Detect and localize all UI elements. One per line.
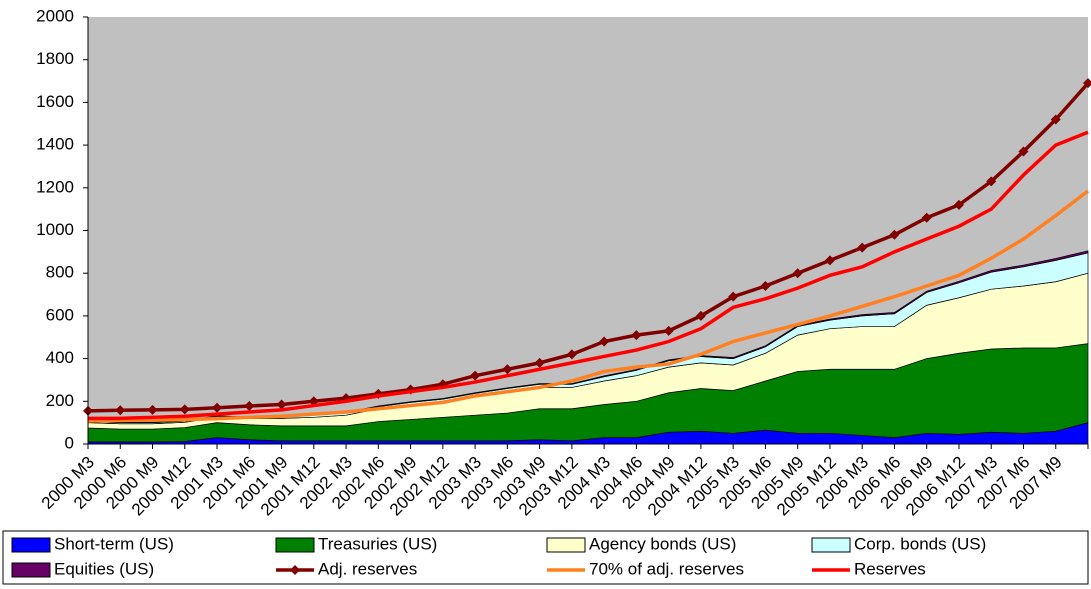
legend-label: Adj. reserves	[318, 559, 417, 578]
marker	[631, 330, 642, 341]
legend-label: Reserves	[854, 559, 926, 578]
marker	[953, 199, 964, 210]
marker	[470, 370, 481, 381]
marker	[824, 255, 835, 266]
marker	[599, 336, 610, 347]
marker	[212, 402, 223, 413]
y-tick-label: 1600	[36, 92, 74, 111]
marker	[534, 357, 545, 368]
y-tick-label: 400	[46, 348, 74, 367]
legend-label: Short-term (US)	[54, 534, 174, 553]
marker	[889, 229, 900, 240]
y-tick-label: 2000	[36, 6, 74, 25]
legend-label: Corp. bonds (US)	[854, 534, 986, 553]
legend-swatch	[811, 537, 851, 553]
line	[87, 189, 1090, 423]
marker	[792, 268, 803, 279]
marker	[986, 176, 997, 187]
line	[87, 82, 1090, 413]
legend-swatch	[11, 537, 51, 553]
marker	[728, 291, 739, 302]
marker	[502, 364, 513, 375]
legend-label: Equities (US)	[54, 559, 154, 578]
marker	[663, 325, 674, 336]
legend	[2, 530, 1089, 585]
marker	[179, 404, 190, 415]
marker	[695, 310, 706, 321]
marker	[921, 212, 932, 223]
y-tick-label: 200	[46, 391, 74, 410]
legend-swatch	[11, 562, 51, 578]
legend-swatch	[275, 537, 315, 553]
marker	[1018, 146, 1029, 157]
y-tick-label: 600	[46, 305, 74, 324]
marker	[244, 400, 255, 411]
y-tick-label: 800	[46, 263, 74, 282]
y-tick-label: 1800	[36, 49, 74, 68]
marker	[276, 399, 287, 410]
legend-label: Treasuries (US)	[318, 534, 437, 553]
marker	[1083, 78, 1091, 89]
legend-marker	[290, 565, 300, 575]
area	[87, 250, 1089, 423]
marker	[760, 281, 771, 292]
marker	[147, 404, 158, 415]
legend-label: Agency bonds (US)	[589, 534, 736, 553]
y-tick-label: 1400	[36, 135, 74, 154]
legend-swatch	[546, 537, 586, 553]
line	[88, 130, 1089, 421]
legend-label: 70% of adj. reserves	[589, 559, 744, 578]
marker	[566, 349, 577, 360]
y-tick-label: 1200	[36, 177, 74, 196]
marker	[857, 242, 868, 253]
marker	[1050, 114, 1061, 125]
y-tick-label: 0	[65, 433, 74, 452]
marker	[115, 405, 126, 416]
y-tick-label: 1000	[36, 220, 74, 239]
